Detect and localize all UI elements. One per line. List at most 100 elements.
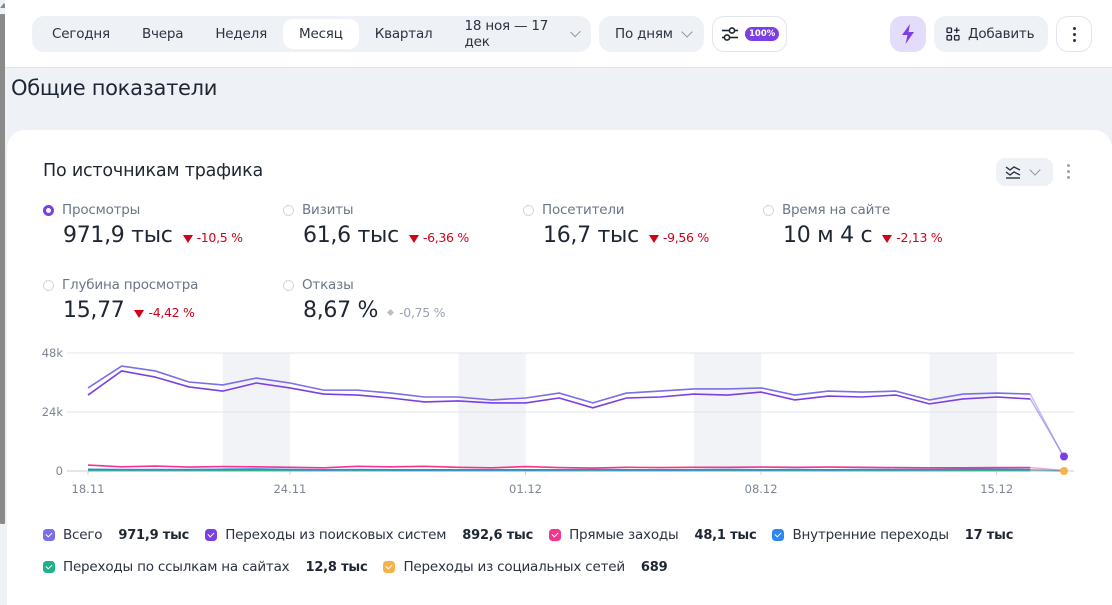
metric-delta: -10,5 % [182, 230, 243, 245]
legend-row: Всего 971,9 тыс Переходы из поисковых сист… [43, 527, 1029, 543]
widget-menu-button[interactable] [1067, 164, 1070, 179]
legend-item[interactable]: Внутренние переходы 17 тыс [772, 527, 1013, 543]
legend-label: Переходы по ссылкам на сайтах [63, 559, 290, 575]
line-chart[interactable]: 0 24k 48k 18.11 24.11 01.12 08.12 15.12 [7, 130, 1112, 605]
more-dots-icon [1072, 32, 1076, 36]
sliders-icon [722, 27, 738, 41]
chevron-down-icon [681, 26, 693, 38]
metric-value: 15,77 [63, 298, 125, 323]
legend-value: 892,6 тыс [462, 527, 534, 543]
legend-item[interactable]: Переходы из поисковых систем 892,6 тыс [205, 527, 533, 543]
checkbox-icon[interactable] [549, 529, 562, 541]
metric-radio[interactable] [283, 204, 294, 216]
checkbox-icon[interactable] [205, 529, 218, 541]
period-yesterday-button[interactable]: Вчера [141, 26, 184, 42]
add-widget-button[interactable]: Добавить [934, 16, 1048, 52]
lightning-icon [902, 24, 914, 44]
metric-value-row: 15,77 -4,42 % [63, 298, 198, 323]
series-line-partial-0 [1029, 393, 1065, 459]
line-chart-icon [1005, 166, 1021, 179]
series-line-2 [87, 464, 1031, 469]
legend-item[interactable]: Всего 971,9 тыс [43, 527, 189, 543]
grouping-dropdown[interactable]: По дням [599, 16, 704, 52]
metric-header: Посетители [523, 202, 709, 218]
period-quarter-button[interactable]: Квартал [374, 26, 433, 42]
sampling-badge: 100% [745, 27, 780, 41]
metric-radio[interactable] [43, 279, 54, 291]
metric-header: Время на сайте [763, 202, 942, 218]
metric-value-row: 61,6 тыс -6,36 % [303, 223, 469, 248]
filters-button[interactable]: 100% [712, 16, 787, 52]
metric-2[interactable]: Посетители 16,7 тыс -9,56 % [523, 202, 709, 248]
metric-0[interactable]: Просмотры 971,9 тыс -10,5 % [43, 202, 243, 248]
x-tick-label: 01.12 [509, 482, 542, 496]
metric-value: 61,6 тыс [303, 223, 399, 248]
x-tick-label: 08.12 [745, 482, 778, 496]
y-tick-label: 24k [42, 405, 64, 419]
legend-item[interactable]: Переходы из социальных сетей 689 [383, 559, 668, 575]
legend-value: 48,1 тыс [694, 527, 757, 543]
legend-item[interactable]: Прямые заходы 48,1 тыс [549, 527, 757, 543]
metric-label: Глубина просмотра [62, 277, 199, 293]
legend-label: Всего [63, 527, 103, 543]
legend-item[interactable]: Переходы по ссылкам на сайтах 12,8 тыс [43, 559, 368, 575]
metric-delta: -2,13 % [882, 230, 943, 245]
metric-delta: -0,75 % [387, 305, 445, 320]
x-tick-label: 15.12 [980, 482, 1013, 496]
scrollbar-up-arrow[interactable] [0, 3, 8, 8]
period-today-button[interactable]: Сегодня [52, 26, 110, 42]
metric-header: Глубина просмотра [43, 277, 198, 293]
metric-5[interactable]: Отказы 8,67 % -0,75 % [283, 277, 445, 323]
chart-type-dropdown[interactable] [996, 158, 1053, 186]
date-range-dropdown[interactable]: 18 ноя — 17 дек [448, 18, 587, 50]
checkbox-icon[interactable] [772, 529, 785, 541]
metric-radio[interactable] [763, 204, 774, 216]
more-dots-icon [1072, 26, 1076, 30]
widget-title: По источникам трафика [43, 161, 263, 181]
metric-header: Просмотры [43, 202, 243, 218]
series-end-point [1060, 452, 1068, 461]
down-triangle-icon [648, 235, 659, 243]
checkbox-icon[interactable] [383, 561, 396, 573]
metric-radio[interactable] [43, 204, 54, 216]
series-line-0 [87, 365, 1031, 404]
legend-label: Прямые заходы [569, 527, 679, 543]
down-triangle-icon [134, 310, 145, 318]
more-dots-icon [1067, 170, 1070, 173]
chevron-down-icon [570, 26, 581, 38]
date-range-label: 18 ноя — 17 дек [464, 18, 549, 50]
checkbox-icon[interactable] [43, 561, 55, 573]
grouping-label: По дням [615, 26, 673, 42]
period-selector: Сегодня Вчера Неделя Месяц Квартал 18 но… [32, 16, 591, 52]
add-widget-icon [946, 27, 960, 41]
period-month-button[interactable]: Месяц [283, 19, 359, 49]
quick-actions-button[interactable] [890, 16, 926, 52]
metric-label: Визиты [302, 202, 354, 218]
metric-4[interactable]: Глубина просмотра 15,77 -4,42 % [43, 277, 198, 323]
metric-delta: -4,42 % [134, 305, 195, 320]
metric-value: 971,9 тыс [63, 223, 173, 248]
y-tick-label: 48k [42, 346, 64, 360]
metric-radio[interactable] [283, 279, 294, 291]
metric-3[interactable]: Время на сайте 10 м 4 с -2,13 % [763, 202, 943, 248]
period-week-button[interactable]: Неделя [215, 26, 268, 42]
checkbox-icon[interactable] [43, 529, 55, 541]
legend-value: 689 [640, 559, 668, 575]
more-dots-icon [1067, 164, 1070, 167]
down-triangle-icon [182, 235, 193, 243]
legend-value: 971,9 тыс [118, 527, 190, 543]
metric-radio[interactable] [523, 204, 534, 216]
metric-value: 10 м 4 с [783, 223, 873, 248]
series-line-partial-2 [1030, 466, 1065, 472]
y-tick-label: 0 [56, 464, 63, 478]
more-dots-icon [1072, 38, 1076, 42]
legend-row: Переходы по ссылкам на сайтах 12,8 тыс Пер… [43, 559, 683, 575]
section-title: Общие показатели [11, 76, 218, 100]
metric-value-row: 16,7 тыс -9,56 % [543, 223, 709, 248]
more-options-button[interactable] [1056, 16, 1092, 52]
vertical-scrollbar[interactable] [0, 14, 5, 524]
metric-value-row: 8,67 % -0,75 % [303, 298, 445, 323]
legend-label: Внутренние переходы [792, 527, 949, 543]
metric-label: Отказы [302, 277, 354, 293]
metric-1[interactable]: Визиты 61,6 тыс -6,36 % [283, 202, 469, 248]
